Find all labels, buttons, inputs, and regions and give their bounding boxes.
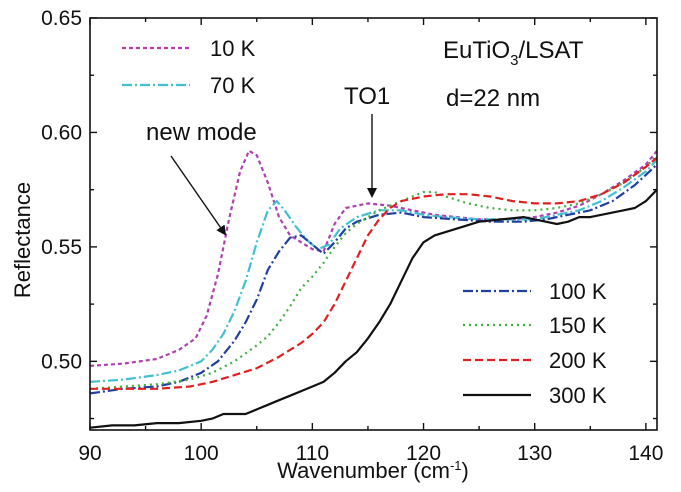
ticks-layer: 90 100 110 120 130 140 0.50 0.55 0.60 0.65 — [41, 7, 663, 465]
y-tick-label: 0.55 — [41, 236, 82, 259]
series-layer — [90, 149, 657, 429]
x-tick-label: 130 — [517, 442, 552, 465]
sample-label: EuTiO3/LSAT — [443, 37, 584, 69]
new-mode-label: new mode — [146, 119, 257, 146]
y-tick-label: 0.50 — [41, 350, 82, 373]
x-tick-label: 110 — [296, 442, 329, 465]
series-line-10k — [90, 149, 657, 367]
series-line-200k — [90, 156, 657, 390]
legend-label-70k: 70 K — [210, 73, 256, 98]
x-tick-label: 90 — [78, 442, 101, 465]
legend-top: 10 K 70 K — [122, 36, 256, 98]
new-mode-arrow — [170, 155, 227, 236]
legend-label-300k: 300 K — [549, 383, 607, 408]
series-line-300k — [90, 188, 657, 429]
to1-label: TO1 — [344, 83, 390, 110]
y-tick-label: 0.60 — [41, 121, 82, 144]
x-tick-label: 120 — [406, 442, 441, 465]
legend-label-100k: 100 K — [549, 279, 607, 304]
series-line-70k — [90, 159, 657, 383]
x-axis-label: Wavenumber (cm-1) — [277, 458, 469, 483]
legend-label-200k: 200 K — [549, 348, 607, 373]
x-tick-label: 100 — [184, 442, 219, 465]
series-line-100k — [90, 163, 657, 395]
legend-label-150k: 150 K — [549, 313, 607, 338]
y-tick-label: 0.65 — [41, 7, 82, 30]
thickness-label: d=22 nm — [446, 85, 540, 112]
plot-frame — [89, 17, 658, 431]
legend-label-10k: 10 K — [210, 36, 256, 61]
y-axis-label: Reflectance — [10, 182, 35, 298]
x-tick-label: 140 — [628, 442, 663, 465]
legend-bottom: 100 K 150 K 200 K 300 K — [463, 279, 607, 408]
